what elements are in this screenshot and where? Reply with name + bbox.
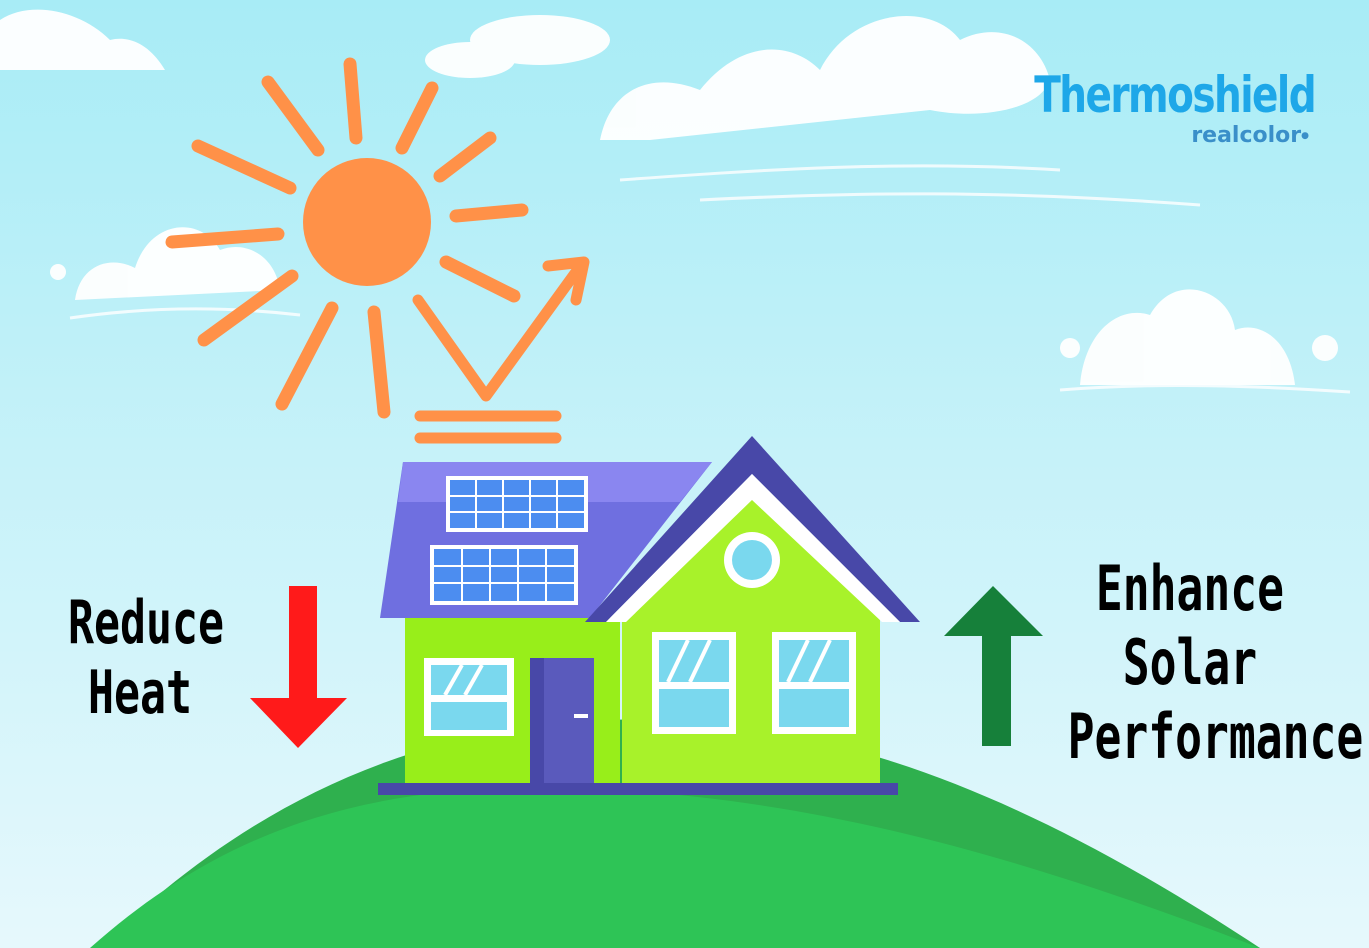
brand-name: Thermoshield	[1034, 66, 1316, 124]
front-door	[530, 658, 594, 783]
enhance-solar-line-1: Enhance	[1095, 552, 1285, 625]
enhance-solar-line-2: Solar	[1122, 626, 1258, 699]
sun-icon	[165, 57, 529, 419]
sun-disc	[303, 158, 431, 286]
brand-subtitle: realcolor●	[1191, 123, 1309, 148]
window-left	[424, 658, 514, 736]
cloud-right	[1060, 289, 1338, 385]
hill-front	[90, 787, 1260, 948]
window-middle	[652, 632, 736, 734]
house-illustration	[378, 436, 920, 795]
solar-panel-bottom	[430, 545, 578, 605]
reflection-arrow-icon	[412, 256, 590, 444]
house-base	[378, 783, 898, 795]
up-arrow-icon	[944, 586, 1043, 746]
reduce-heat-line-1: Reduce	[68, 588, 225, 658]
reduce-heat-caption: Reduce Heat	[40, 588, 240, 728]
down-arrow-icon	[250, 586, 347, 748]
reduce-heat-line-2: Heat	[87, 658, 193, 728]
cloud-top-left	[0, 9, 165, 70]
brand-sub-text: realcolor	[1191, 123, 1302, 148]
enhance-solar-caption: Enhance Solar Performance	[1020, 552, 1364, 774]
brand-logo: Thermoshield realcolor●	[955, 66, 1316, 148]
cloud-top-center	[425, 15, 1050, 140]
window-right	[772, 632, 856, 734]
cloud-left	[50, 227, 280, 300]
gable-trim	[585, 436, 920, 622]
solar-panel-top	[446, 476, 588, 532]
enhance-solar-line-3: Performance	[1067, 700, 1364, 773]
wind-lines	[69, 164, 1351, 394]
